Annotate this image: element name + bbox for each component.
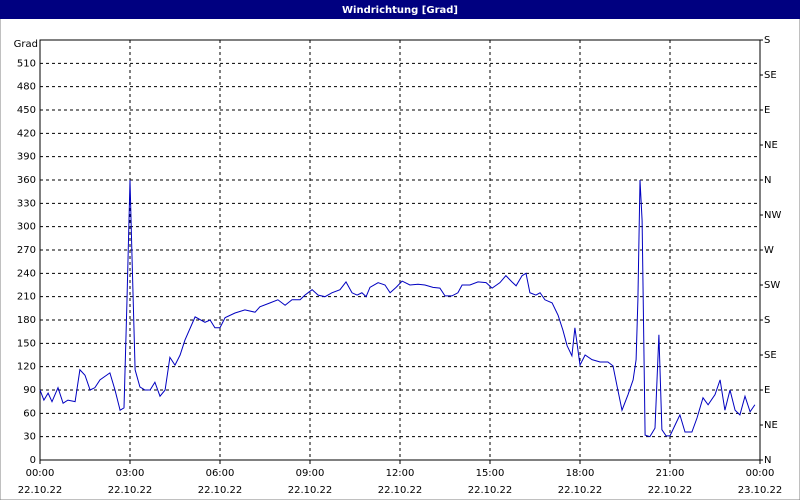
x-tick-date: 22.10.22 [468,485,513,496]
y-tick-label: 240 [17,268,36,279]
y-tick-label: 60 [23,408,36,419]
x-tick-date: 22.10.22 [558,485,603,496]
y-tick-label: 450 [17,105,36,116]
y2-tick-label: N [764,175,771,186]
x-tick-date: 22.10.22 [648,485,693,496]
y-axis-label: Grad [14,39,38,50]
y2-tick-label: NE [764,140,778,151]
chart-title: Windrichtung [Grad] [342,5,458,16]
y-tick-label: 480 [17,82,36,93]
title-bar [0,0,800,19]
x-tick-date: 22.10.22 [378,485,423,496]
y2-tick-label: E [764,385,770,396]
y2-tick-label: S [764,35,770,46]
y-tick-label: 300 [17,222,36,233]
y2-tick-label: W [764,245,774,256]
y-tick-label: 180 [17,315,36,326]
y-tick-label: 0 [30,455,36,466]
x-tick-label: 12:00 [386,468,415,479]
x-tick-date: 22.10.22 [198,485,243,496]
y2-tick-label: NE [764,420,778,431]
y-tick-label: 420 [17,128,36,139]
y2-tick-label: NW [764,210,781,221]
y2-tick-label: E [764,105,770,116]
x-tick-label: 21:00 [656,468,685,479]
x-tick-date: 22.10.22 [288,485,333,496]
y-tick-label: 210 [17,292,36,303]
x-tick-date: 22.10.22 [108,485,153,496]
y-tick-label: 270 [17,245,36,256]
x-tick-label: 00:00 [26,468,55,479]
y-tick-label: 90 [23,385,36,396]
x-tick-label: 15:00 [476,468,505,479]
y2-tick-label: SE [764,70,777,81]
y-tick-label: 150 [17,338,36,349]
x-tick-date: 23.10.22 [738,485,783,496]
x-tick-label: 03:00 [116,468,145,479]
x-tick-label: 00:00 [746,468,775,479]
y-tick-label: 510 [17,58,36,69]
y2-tick-label: S [764,315,770,326]
y-tick-label: 360 [17,175,36,186]
y-tick-label: 30 [23,432,36,443]
y-tick-label: 390 [17,152,36,163]
x-tick-label: 09:00 [296,468,325,479]
x-tick-label: 06:00 [206,468,235,479]
y-tick-label: 330 [17,198,36,209]
y2-tick-label: SW [764,280,780,291]
y-tick-label: 120 [17,362,36,373]
y2-tick-label: SE [764,350,777,361]
x-tick-date: 22.10.22 [18,485,63,496]
x-tick-label: 18:00 [566,468,595,479]
y2-tick-label: N [764,455,771,466]
data-line [39,179,756,438]
